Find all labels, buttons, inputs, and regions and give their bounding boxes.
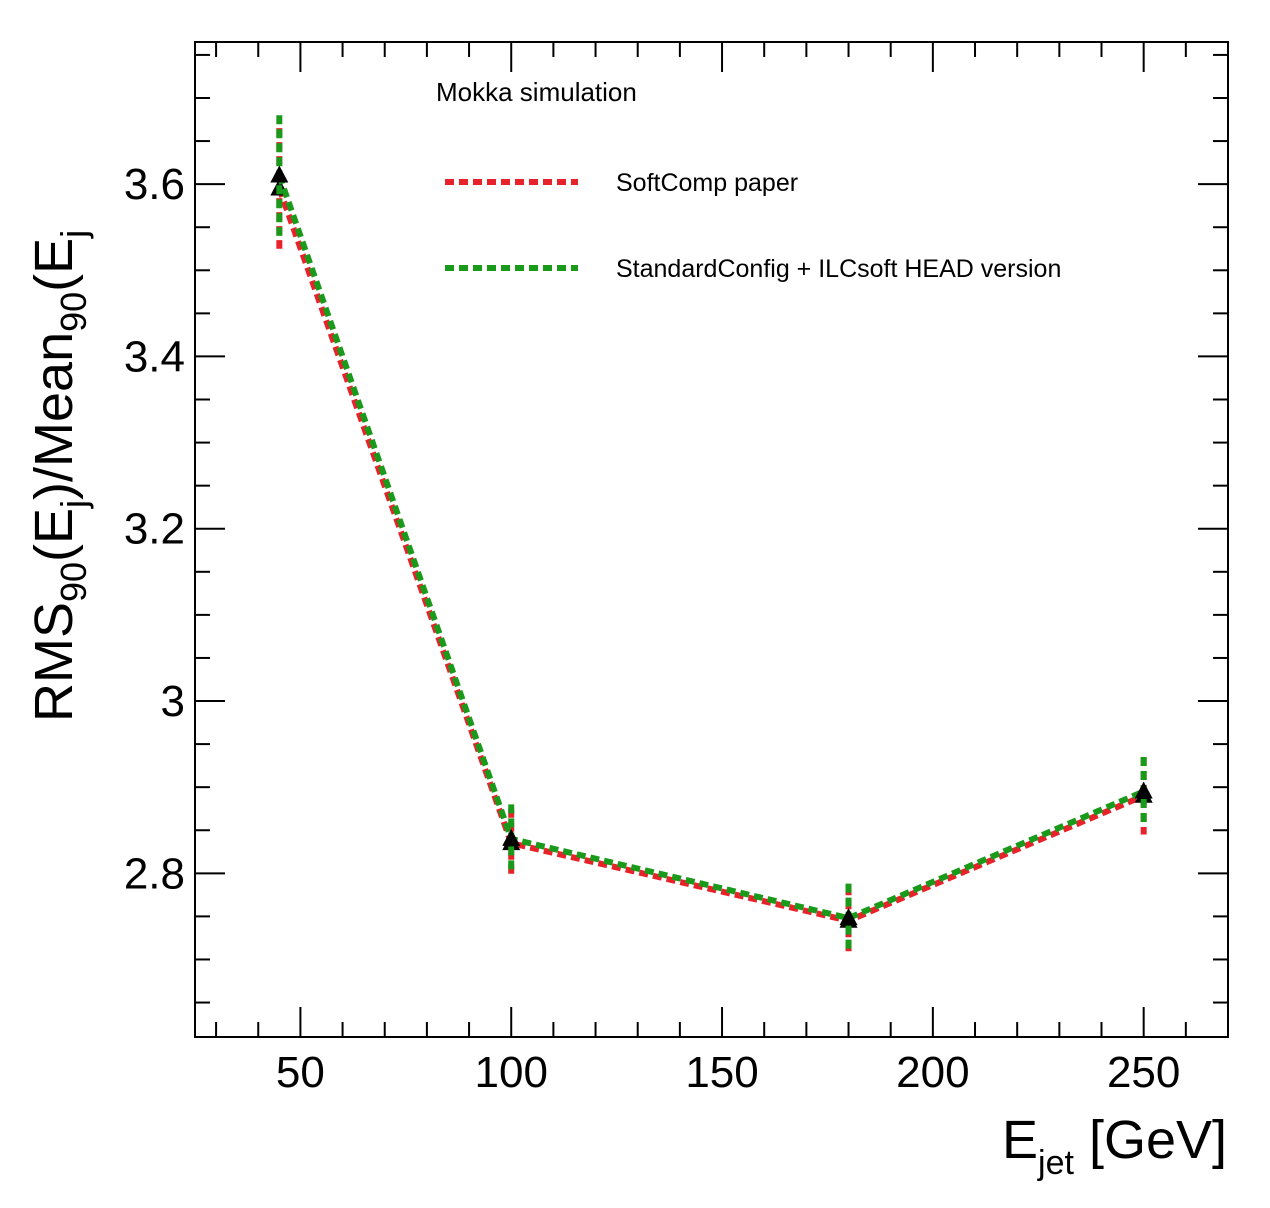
series-line <box>276 174 1145 922</box>
data-point <box>1134 781 1153 799</box>
y-axis-label: RMS90(Ej)/Mean90(Ej <box>24 230 94 722</box>
legend-label-standardconfig: StandardConfig + ILCsoft HEAD version <box>616 255 1061 283</box>
data-point <box>502 828 521 846</box>
data-point <box>270 165 289 183</box>
y-tick-label: 3 <box>161 677 185 726</box>
legend: SoftComp paper StandardConfig + ILCsoft … <box>445 169 1061 283</box>
data-point <box>839 908 858 926</box>
x-tick-label: 100 <box>475 1048 548 1097</box>
series-0 <box>270 128 1153 956</box>
plot-frame <box>194 41 1229 1038</box>
axis-ticks <box>195 42 1229 1037</box>
y-tick-label: 2.8 <box>124 849 185 898</box>
tick-labels: 50 100 150 200 250 2.8 3 3.2 3.4 3.6 <box>124 160 1181 1097</box>
x-tick-label: 50 <box>276 1048 325 1097</box>
series-layer <box>270 115 1153 956</box>
y-tick-label: 3.2 <box>124 505 185 554</box>
y-tick-label: 3.4 <box>124 332 185 381</box>
x-tick-label: 150 <box>685 1048 758 1097</box>
annotation-text: Mokka simulation <box>436 77 637 107</box>
series-1 <box>270 115 1153 953</box>
x-tick-label: 250 <box>1107 1048 1180 1097</box>
x-tick-label: 200 <box>896 1048 969 1097</box>
y-tick-label: 3.6 <box>124 160 185 209</box>
legend-label-softcomp: SoftComp paper <box>616 169 798 197</box>
x-axis-label: Ejet [GeV] <box>1002 1110 1227 1182</box>
